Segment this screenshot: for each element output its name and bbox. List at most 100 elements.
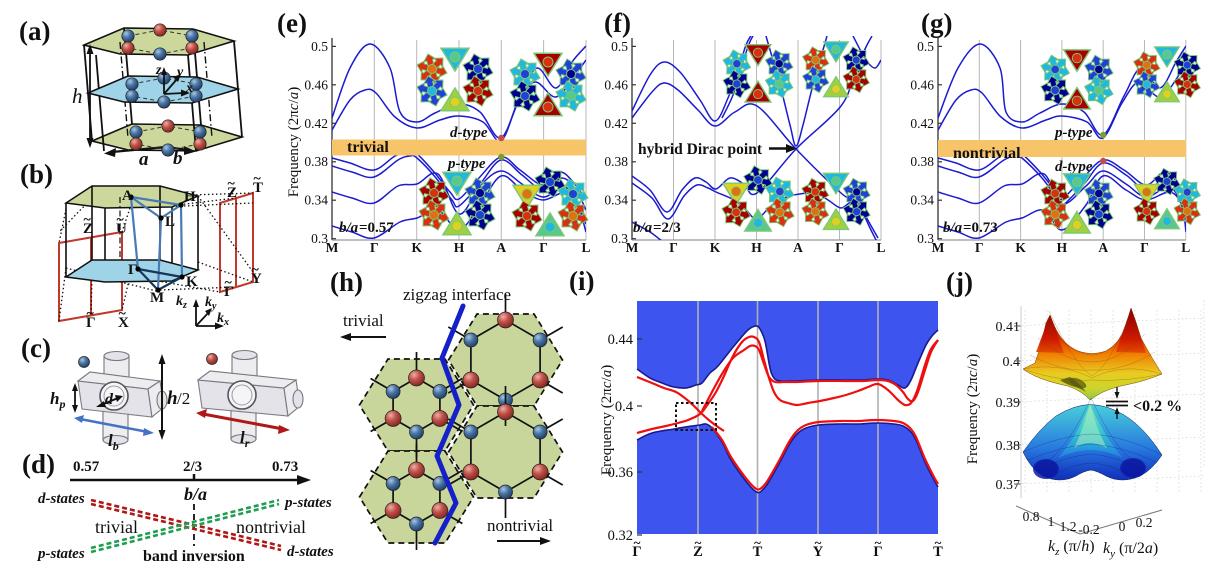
svg-text:0.37: 0.37 <box>996 478 1021 493</box>
svg-text:Γ: Γ <box>370 240 379 255</box>
svg-text:~: ~ <box>695 535 702 550</box>
svg-text:2/3: 2/3 <box>183 459 202 475</box>
svg-text:b/a: b/a <box>339 220 359 236</box>
svg-text:nontrivial: nontrivial <box>953 145 1021 162</box>
svg-text:hybrid Dirac point: hybrid Dirac point <box>638 141 763 158</box>
svg-text:=0.73: =0.73 <box>963 220 998 236</box>
svg-text:p-type: p-type <box>1053 125 1093 141</box>
svg-text:0.3: 0.3 <box>611 231 628 246</box>
svg-text:(g): (g) <box>921 8 952 38</box>
svg-text:L: L <box>1181 240 1190 255</box>
svg-text:x: x <box>185 81 193 96</box>
svg-text:hp: hp <box>50 389 65 411</box>
svg-text:0.3: 0.3 <box>311 231 328 246</box>
svg-text:<0.2 %: <0.2 % <box>1133 398 1182 415</box>
svg-text:0.44: 0.44 <box>608 332 634 348</box>
svg-text:z: z <box>155 63 162 78</box>
svg-text:b/a: b/a <box>943 220 963 236</box>
svg-text:H: H <box>751 240 762 255</box>
svg-text:K: K <box>710 240 721 255</box>
svg-text:a: a <box>139 149 149 170</box>
svg-text:0.34: 0.34 <box>604 193 628 208</box>
svg-text:0.3: 0.3 <box>917 231 934 246</box>
svg-text:(e): (e) <box>277 8 307 38</box>
svg-text:(b): (b) <box>20 159 53 189</box>
svg-text:0.4: 0.4 <box>1003 355 1021 370</box>
svg-text:K: K <box>186 274 198 290</box>
svg-text:zigzag interface: zigzag interface <box>403 285 511 304</box>
svg-text:0.2: 0.2 <box>1136 515 1153 530</box>
svg-text:Frequency (2πc/a): Frequency (2πc/a) <box>965 354 981 464</box>
svg-text:0.73: 0.73 <box>272 459 298 475</box>
svg-text:Γ: Γ <box>835 240 844 255</box>
svg-text:A: A <box>793 240 803 255</box>
svg-text:0.5: 0.5 <box>917 39 934 54</box>
svg-text:A: A <box>1098 240 1108 255</box>
svg-text:d-type: d-type <box>1055 159 1093 175</box>
svg-text:~: ~ <box>634 535 641 550</box>
svg-text:0.5: 0.5 <box>311 39 328 54</box>
svg-text:nontrivial: nontrivial <box>236 517 306 537</box>
svg-text:0.57: 0.57 <box>73 459 100 475</box>
svg-text:=2/3: =2/3 <box>653 220 681 236</box>
svg-text:~: ~ <box>84 213 92 228</box>
svg-text:(i): (i) <box>569 266 594 296</box>
svg-text:/2: /2 <box>177 389 190 408</box>
svg-text:p-type: p-type <box>446 156 486 172</box>
svg-text:Z: Z <box>693 544 703 560</box>
svg-text:0.8: 0.8 <box>1023 509 1040 524</box>
svg-text:0.34: 0.34 <box>910 193 934 208</box>
svg-text:b: b <box>173 148 183 169</box>
svg-text:~: ~ <box>252 263 260 278</box>
svg-text:p-states: p-states <box>36 546 85 562</box>
svg-text:d-type: d-type <box>450 125 488 141</box>
svg-text:H: H <box>184 189 196 205</box>
svg-text:d-states: d-states <box>38 491 85 507</box>
svg-text:0.46: 0.46 <box>604 77 628 92</box>
svg-text:trivial: trivial <box>347 139 389 156</box>
svg-text:T: T <box>933 544 943 560</box>
svg-text:Γ: Γ <box>873 544 882 560</box>
svg-text:0.5: 0.5 <box>611 39 628 54</box>
svg-text:0.36: 0.36 <box>608 465 633 481</box>
svg-text:kz: kz <box>176 294 187 311</box>
svg-text:~: ~ <box>87 307 95 322</box>
svg-text:0.38: 0.38 <box>910 154 934 169</box>
svg-text:band inversion: band inversion <box>143 548 245 565</box>
svg-text:b/a: b/a <box>633 220 653 236</box>
svg-text:T: T <box>253 180 263 196</box>
svg-text:lr: lr <box>240 428 250 450</box>
svg-text:p-states: p-states <box>283 495 332 511</box>
svg-text:Γ: Γ <box>128 262 138 278</box>
svg-text:0.41: 0.41 <box>996 320 1021 335</box>
svg-text:0.38: 0.38 <box>304 154 328 169</box>
svg-text:~: ~ <box>815 535 822 550</box>
svg-text:0.38: 0.38 <box>604 154 628 169</box>
svg-text:d: d <box>105 391 114 408</box>
svg-text:K: K <box>1015 240 1026 255</box>
svg-text:Γ: Γ <box>632 544 641 560</box>
svg-text:Frequency (2πc/a): Frequency (2πc/a) <box>599 365 615 475</box>
svg-text:M: M <box>150 290 164 306</box>
svg-text:0.46: 0.46 <box>304 77 328 92</box>
svg-text:(f): (f) <box>604 8 631 38</box>
svg-text:Γ: Γ <box>539 240 548 255</box>
svg-text:1: 1 <box>1048 514 1055 529</box>
svg-text:L: L <box>876 240 885 255</box>
svg-text:~: ~ <box>225 276 233 291</box>
svg-text:ky (π/2a): ky (π/2a) <box>1103 540 1158 560</box>
svg-text:M: M <box>326 240 339 255</box>
svg-text:(j): (j) <box>946 267 973 297</box>
svg-text:~: ~ <box>117 213 125 228</box>
svg-text:H: H <box>1057 240 1068 255</box>
svg-text:~: ~ <box>119 307 127 322</box>
svg-text:M: M <box>626 240 639 255</box>
svg-text:Z: Z <box>227 185 237 201</box>
svg-text:0.32: 0.32 <box>608 528 633 544</box>
svg-text:(d): (d) <box>22 449 55 479</box>
svg-text:0.4: 0.4 <box>615 399 634 415</box>
svg-text:~: ~ <box>754 535 761 550</box>
svg-text:Γ: Γ <box>1140 240 1149 255</box>
svg-text:T: T <box>753 544 763 560</box>
svg-text:K: K <box>411 240 422 255</box>
